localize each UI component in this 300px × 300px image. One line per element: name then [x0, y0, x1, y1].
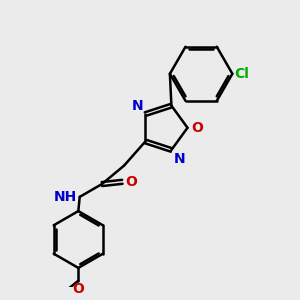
Text: Cl: Cl	[235, 67, 250, 81]
Text: N: N	[174, 152, 185, 166]
Text: NH: NH	[54, 190, 77, 204]
Text: N: N	[131, 99, 143, 113]
Text: O: O	[125, 175, 137, 189]
Text: O: O	[191, 121, 203, 135]
Text: O: O	[72, 282, 84, 296]
